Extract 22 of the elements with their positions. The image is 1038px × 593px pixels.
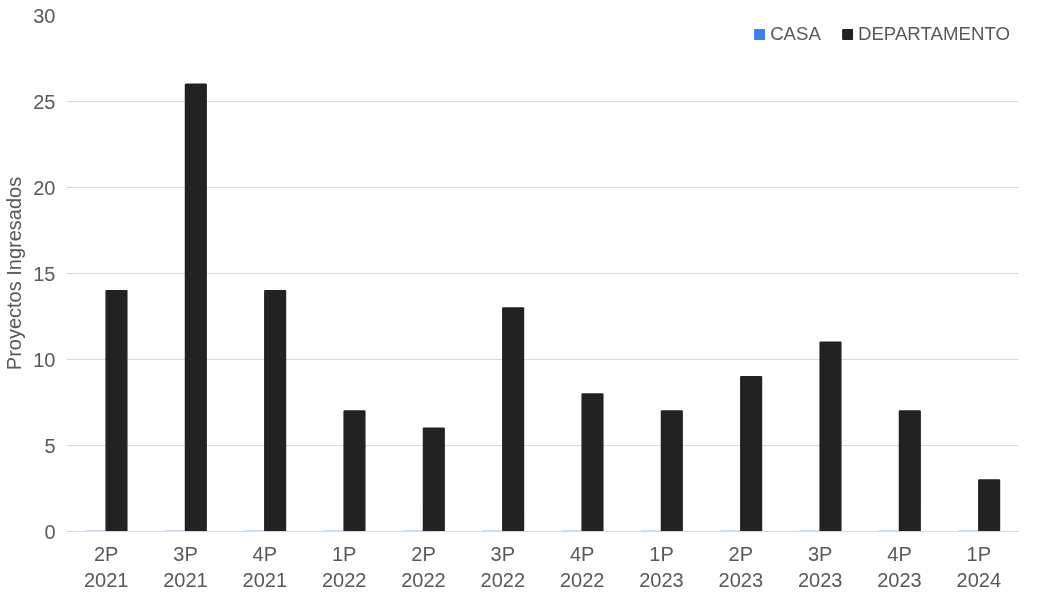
y-axis-title: Proyectos Ingresados — [3, 176, 26, 371]
legend-label: CASA — [770, 23, 821, 45]
x-tick-label: 4P 2022 — [559, 542, 605, 591]
y-tick-label: 10 — [33, 348, 56, 371]
x-tick-label: 1P 2023 — [639, 542, 684, 591]
x-tick-label: 1P 2022 — [321, 542, 367, 591]
x-tick-label: 2P 2021 — [83, 542, 129, 591]
y-tick-label: 20 — [33, 176, 56, 199]
x-tick-label: 3P 2022 — [480, 542, 526, 591]
x-tick-label: 1P 2024 — [956, 542, 1002, 591]
x-tick-label: 3P 2021 — [163, 542, 208, 591]
y-tick-label: 30 — [33, 4, 56, 27]
y-tick-label: 0 — [44, 520, 56, 543]
legend-label: DEPARTAMENTO — [857, 23, 1010, 45]
y-tick-label: 15 — [33, 262, 56, 285]
y-tick-label: 25 — [33, 90, 56, 113]
x-tick-label: 4P 2021 — [242, 542, 288, 591]
x-tick-label: 2P 2023 — [718, 542, 764, 591]
x-tick-label: 3P 2023 — [797, 542, 843, 591]
x-tick-label: 4P 2023 — [877, 542, 922, 591]
x-tick-label: 2P 2022 — [401, 542, 446, 591]
y-tick-label: 5 — [44, 434, 56, 457]
